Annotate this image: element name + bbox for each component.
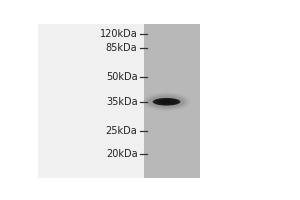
Ellipse shape [155,98,178,105]
Text: 120kDa: 120kDa [100,29,137,39]
Ellipse shape [163,101,170,103]
Text: 50kDa: 50kDa [106,72,137,82]
Ellipse shape [160,100,173,104]
Text: 35kDa: 35kDa [106,97,137,107]
Text: 20kDa: 20kDa [106,149,137,159]
Ellipse shape [160,100,167,103]
Text: 25kDa: 25kDa [106,126,137,136]
Ellipse shape [160,100,171,104]
Ellipse shape [153,98,181,106]
Ellipse shape [148,96,185,108]
Ellipse shape [146,94,187,109]
Bar [145,24,200,178]
Bar [38,24,145,178]
Bar [200,24,270,178]
Ellipse shape [158,99,175,104]
Text: 85kDa: 85kDa [106,43,137,53]
